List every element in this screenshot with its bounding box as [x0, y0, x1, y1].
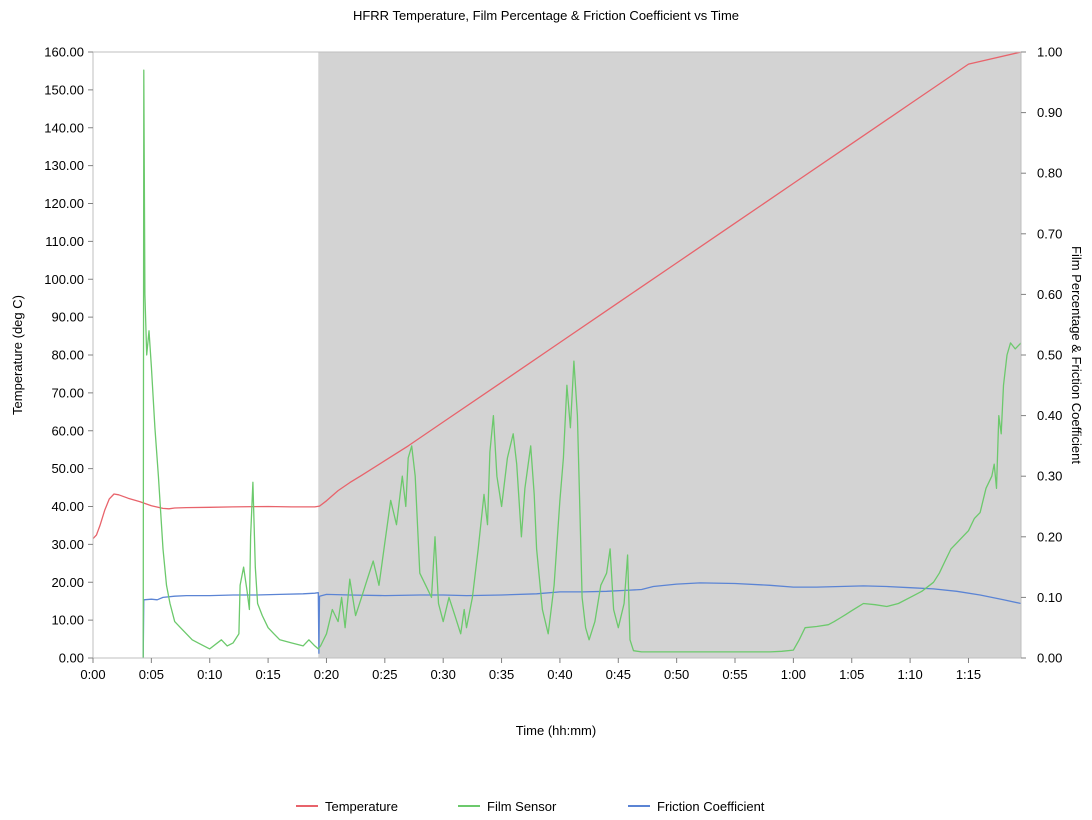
legend-label-film-sensor: Film Sensor	[487, 799, 557, 814]
y-right-tick-label: 0.90	[1037, 105, 1062, 120]
x-tick-label: 0:35	[489, 667, 514, 682]
y-right-tick-label: 0.60	[1037, 287, 1062, 302]
x-tick-label: 1:10	[897, 667, 922, 682]
shaded-region	[318, 52, 1021, 658]
plot-area	[93, 52, 1021, 658]
y-left-tick-label: 90.00	[51, 310, 84, 325]
x-tick-label: 0:55	[722, 667, 747, 682]
series-layer	[92, 51, 1022, 659]
x-tick-label: 0:25	[372, 667, 397, 682]
y-axis-left-title: Temperature (deg C)	[10, 295, 25, 415]
x-tick-label: 0:20	[314, 667, 339, 682]
x-tick-label: 0:30	[431, 667, 456, 682]
y-left-tick-label: 110.00	[45, 234, 84, 249]
y-left-tick-label: 130.00	[44, 158, 84, 173]
chart-title: HFRR Temperature, Film Percentage & Fric…	[353, 8, 739, 23]
series-line-friction-coefficient	[142, 582, 1022, 659]
y-left-tick-label: 70.00	[51, 385, 84, 400]
series-line-film-sensor	[142, 69, 1022, 659]
x-tick-label: 0:15	[255, 667, 280, 682]
y-right-tick-label: 0.70	[1037, 226, 1062, 241]
y-right-tick-label: 0.80	[1037, 166, 1062, 181]
x-tick-label: 0:10	[197, 667, 222, 682]
y-left-tick-label: 50.00	[51, 461, 84, 476]
y-left-tick-label: 60.00	[51, 423, 84, 438]
y-right-tick-label: 0.10	[1037, 590, 1062, 605]
x-tick-label: 0:00	[80, 667, 105, 682]
legend-label-temperature: Temperature	[325, 799, 398, 814]
y-right-tick-label: 0.30	[1037, 469, 1062, 484]
legend: Temperature Film Sensor Friction Coefficie…	[296, 799, 765, 814]
y-left-tick-label: 140.00	[44, 120, 84, 135]
y-left-tick-label: 160.00	[44, 45, 84, 60]
x-tick-label: 1:15	[956, 667, 981, 682]
x-tick-label: 0:50	[664, 667, 689, 682]
x-tick-label: 1:05	[839, 667, 864, 682]
y-left-tick-label: 20.00	[51, 575, 84, 590]
y-left-tick-label: 40.00	[51, 499, 84, 514]
y-left-tick-label: 10.00	[51, 613, 84, 628]
series-line-temperature	[92, 51, 1022, 540]
y-right-tick-label: 0.40	[1037, 408, 1062, 423]
y-left-tick-label: 150.00	[44, 82, 84, 97]
y-axis-right-title: Film Percentage & Friction Coefficient	[1069, 246, 1084, 464]
x-tick-label: 0:40	[547, 667, 572, 682]
y-left-tick-label: 0.00	[59, 651, 84, 666]
y-right-tick-label: 0.20	[1037, 529, 1062, 544]
x-tick-label: 0:45	[606, 667, 631, 682]
x-axis-title: Time (hh:mm)	[516, 723, 596, 738]
y-left-tick-label: 80.00	[51, 348, 84, 363]
y-left-tick-label: 30.00	[51, 537, 84, 552]
legend-label-friction-coefficient: Friction Coefficient	[657, 799, 765, 814]
y-left-tick-label: 120.00	[44, 196, 84, 211]
axes-layer: 0.00 10.00 20.00 30.00 40.00 50.00 60.00 70.00 8…	[44, 45, 1062, 683]
y-right-tick-label: 1.00	[1037, 45, 1062, 60]
x-tick-label: 1:00	[781, 667, 806, 682]
y-right-tick-label: 0.00	[1037, 651, 1062, 666]
y-left-tick-label: 100.00	[44, 272, 84, 287]
x-tick-label: 0:05	[139, 667, 164, 682]
y-right-tick-label: 0.50	[1037, 348, 1062, 363]
